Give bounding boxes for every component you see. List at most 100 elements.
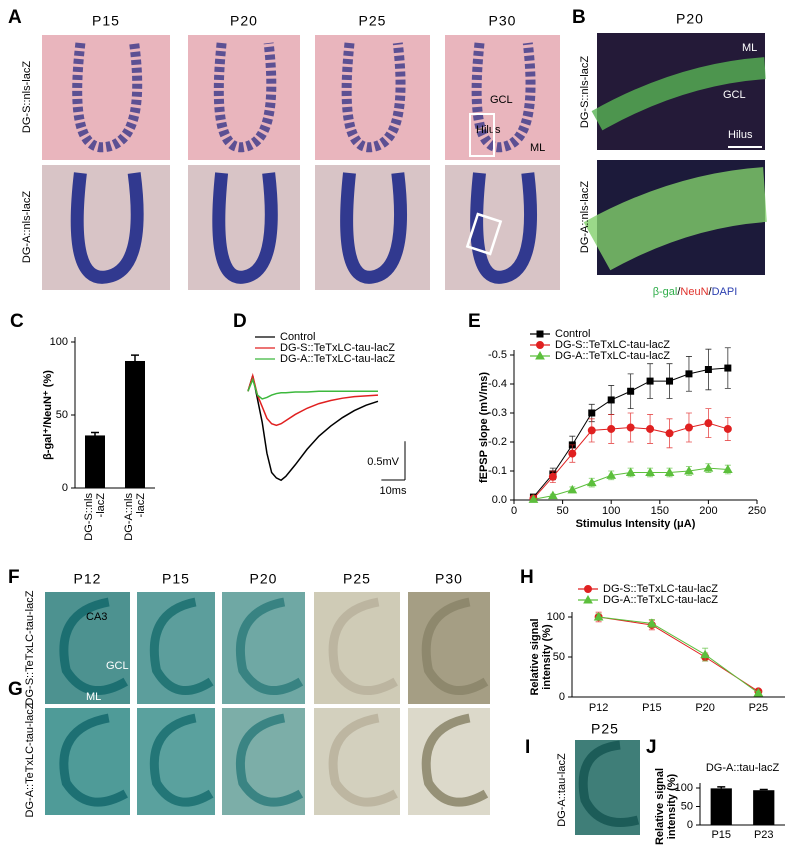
marker (536, 341, 544, 349)
bar (85, 435, 105, 488)
trace (247, 377, 378, 400)
micrograph-cells (235, 597, 304, 695)
marker (536, 330, 544, 338)
micrograph-cells (583, 167, 768, 271)
y-axis-label: Relative signalintensity (%) (654, 768, 678, 845)
column-header: P30 (489, 13, 517, 29)
marker (625, 467, 636, 476)
legend-label: DG-A::TeTxLC-tau-lacZ (280, 353, 395, 365)
y-tick-label: 0 (62, 482, 68, 494)
x-tick-label: DG-S::nls-lacZ (83, 493, 107, 541)
panel-label: B (572, 7, 586, 28)
y-axis-label: fEPSP slope (mV/ms) (478, 372, 490, 483)
legend-label: DG-A::TeTxLC-tau-lacZ (603, 594, 718, 606)
annotation: GCL (106, 660, 129, 672)
marker (704, 419, 713, 428)
row-label: DG-S::nls-lacZ (579, 56, 591, 128)
y-tick-label: 50 (681, 800, 693, 812)
marker (666, 377, 674, 385)
legend-label: DG-S::TeTxLC-tau-lacZ (280, 342, 395, 354)
panel-label: J (646, 737, 657, 758)
micrograph-cells (591, 57, 766, 131)
panel-label: H (520, 567, 534, 588)
y-tick-label: -0.5 (488, 349, 507, 361)
marker (684, 423, 693, 432)
marker (593, 611, 604, 621)
y-tick-label: 50 (553, 651, 565, 663)
row-label: DG-A::nls-lacZ (579, 181, 591, 253)
y-tick-label: 100 (50, 336, 68, 348)
trace (247, 372, 379, 427)
x-tick-label: 0 (511, 505, 517, 517)
y-axis-label: Relative signalintensity (%) (529, 618, 553, 695)
marker (646, 424, 655, 433)
annotation: GCL (723, 89, 746, 101)
marker (645, 467, 655, 476)
micrograph-cells (328, 597, 398, 695)
marker (587, 426, 596, 435)
annotation: ML (86, 691, 101, 703)
y-tick-label: -0.1 (488, 465, 507, 477)
marker (583, 594, 593, 604)
column-header: P20 (230, 13, 258, 29)
stain-label: β-gal (653, 286, 678, 298)
legend-label: DG-S::TeTxLC-tau-lacZ (603, 583, 718, 595)
column-header: P25 (591, 721, 619, 737)
x-tick-label: 100 (602, 505, 620, 517)
micrograph-cells (470, 172, 538, 284)
x-tick-label: P15 (711, 829, 731, 841)
marker (684, 465, 694, 475)
y-tick-label: 0 (687, 819, 693, 831)
marker (528, 494, 539, 503)
micrograph-cells (59, 713, 128, 807)
panel-label: F (8, 567, 20, 588)
y-tick-label: 0 (559, 691, 565, 703)
annotation: CA3 (86, 611, 107, 623)
y-tick-label: 50 (56, 409, 68, 421)
micrograph-cells (72, 42, 143, 153)
y-tick-label: 100 (547, 611, 565, 623)
legend-label: DG-A::TeTxLC-tau-lacZ (555, 350, 670, 362)
micrograph (315, 165, 430, 290)
y-tick-label: 100 (675, 782, 693, 794)
marker (704, 366, 712, 373)
annotation: GCL (490, 94, 513, 106)
chart-title: DG-A::tau-lacZ (706, 762, 780, 774)
marker (568, 449, 577, 458)
roi-box (465, 212, 503, 256)
x-tick-label: 200 (699, 505, 717, 517)
x-axis-label: Stimulus Intensity (μA) (576, 518, 696, 530)
micrograph (42, 165, 170, 290)
marker (753, 687, 764, 697)
marker (584, 585, 592, 593)
marker (665, 429, 674, 438)
marker (723, 424, 732, 433)
row-label: DG-A::nls-lacZ (21, 191, 33, 263)
roi-box (469, 113, 495, 157)
micrograph-cells (578, 740, 640, 827)
marker (607, 396, 615, 404)
y-tick-label: -0.4 (488, 378, 507, 390)
stain-label: NeuN (680, 286, 708, 298)
marker (607, 424, 616, 433)
marker (548, 472, 557, 481)
bar (125, 360, 145, 488)
micrograph (188, 165, 300, 290)
marker (588, 409, 596, 417)
x-tick-label: P20 (695, 702, 715, 714)
micrograph-cells (59, 597, 129, 695)
annotation: Hilus (476, 124, 501, 136)
row-label: DG-A::tau-lacZ (556, 753, 568, 827)
x-tick-label: DG-A::nls-lacZ (123, 493, 147, 541)
series-line (598, 616, 759, 694)
column-header: P15 (92, 13, 120, 29)
x-tick-label: 150 (651, 505, 669, 517)
column-header: P15 (162, 571, 190, 587)
column-header: P25 (359, 13, 387, 29)
micrograph (445, 165, 560, 290)
panel-label: A (8, 7, 22, 28)
micrograph-cells (235, 713, 304, 807)
y-tick-label: -0.2 (488, 436, 507, 448)
panel-label: I (525, 737, 530, 758)
micrograph-cells (340, 172, 408, 284)
